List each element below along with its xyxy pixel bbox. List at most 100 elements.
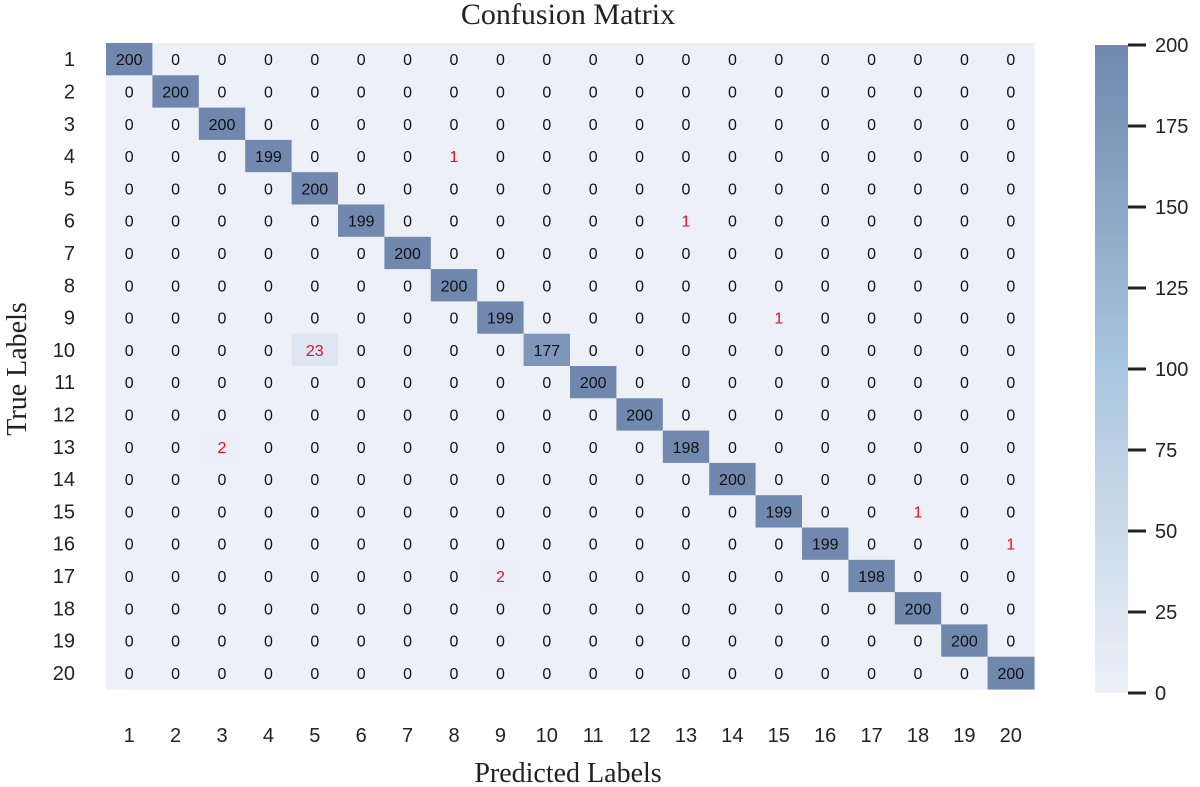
cell-value-label: 0	[821, 666, 830, 683]
cell-value-label: 0	[589, 246, 598, 263]
heatmap-cell	[616, 204, 664, 238]
heatmap-cell	[106, 592, 153, 625]
cell-value-label: 200	[626, 407, 653, 424]
cell-value-label: 198	[673, 440, 700, 457]
heatmap-cell	[477, 527, 525, 561]
heatmap-cell	[570, 107, 617, 141]
cell-value-label: 0	[450, 52, 459, 69]
cell-value-label: 200	[951, 634, 978, 651]
heatmap-cell	[570, 592, 617, 625]
heatmap-cell	[709, 592, 757, 625]
cell-value-label: 0	[403, 84, 412, 101]
heatmap-cell	[987, 366, 1035, 399]
cell-value-label: 200	[905, 601, 932, 618]
heatmap-cell	[477, 301, 525, 335]
cell-value-label: 0	[310, 375, 319, 392]
cell-value-label: 0	[218, 278, 227, 295]
heatmap-cell	[941, 204, 989, 238]
heatmap-cell	[106, 75, 153, 109]
cell-value-label: 0	[728, 407, 737, 424]
heatmap-cell	[291, 398, 339, 432]
heatmap-cell	[570, 462, 617, 496]
heatmap-cell	[152, 75, 200, 109]
heatmap-cell	[477, 656, 525, 690]
heatmap-cell	[198, 592, 246, 625]
heatmap-cell	[848, 495, 896, 529]
cell-value-label: 0	[264, 407, 273, 424]
heatmap-cell	[987, 139, 1035, 173]
cell-value-label: 0	[914, 84, 923, 101]
cell-value-label: 0	[960, 52, 969, 69]
cell-value-label: 0	[867, 472, 876, 489]
cell-value-label: 0	[218, 246, 227, 263]
heatmap-cell	[430, 172, 478, 206]
heatmap-cell	[709, 269, 757, 302]
cell-value-label: 0	[357, 311, 366, 328]
heatmap-cell	[338, 139, 385, 173]
heatmap-cell	[755, 527, 803, 561]
cell-value-label: 0	[774, 343, 783, 360]
heatmap-cell	[894, 172, 942, 206]
heatmap-cell	[384, 462, 432, 496]
cell-value-label: 0	[914, 117, 923, 134]
heatmap-cell	[430, 107, 478, 141]
cell-value-label: 0	[542, 149, 551, 166]
cell-value-label: 0	[218, 214, 227, 231]
heatmap-cell	[987, 75, 1035, 109]
cell-value-label: 0	[960, 117, 969, 134]
cell-value-label: 0	[264, 375, 273, 392]
cell-value-label: 0	[867, 149, 876, 166]
heatmap-cell	[755, 139, 803, 173]
heatmap-cell	[802, 656, 849, 690]
heatmap-cell	[662, 75, 710, 109]
heatmap-cell	[987, 527, 1035, 561]
y-tick-label: 16	[53, 534, 75, 556]
cell-value-label: 0	[821, 504, 830, 521]
heatmap-cell	[430, 43, 478, 76]
cell-value-label: 0	[496, 472, 505, 489]
heatmap-cell	[802, 107, 849, 141]
heatmap-cell	[198, 366, 246, 399]
heatmap-cell	[384, 236, 432, 270]
cell-value-label: 0	[542, 666, 551, 683]
heatmap-cell	[338, 430, 385, 464]
heatmap-cell	[245, 656, 293, 690]
heatmap-cell	[709, 333, 757, 367]
cell-value-label: 0	[310, 407, 319, 424]
cell-value-label: 0	[635, 569, 644, 586]
heatmap-cell	[709, 204, 757, 238]
cell-value-label: 0	[310, 569, 319, 586]
heatmap-cell	[848, 462, 896, 496]
cell-value-label: 0	[960, 601, 969, 618]
heatmap-cell	[106, 236, 153, 270]
cell-value-label: 0	[1006, 634, 1015, 651]
cell-value-label: 0	[496, 601, 505, 618]
heatmap-cell	[384, 139, 432, 173]
heatmap-cell	[106, 656, 153, 690]
cell-value-label: 0	[960, 311, 969, 328]
chart-title: Confusion Matrix	[461, 0, 675, 31]
heatmap-cell	[245, 75, 293, 109]
cell-value-label: 0	[403, 117, 412, 134]
heatmap-cell	[198, 269, 246, 302]
heatmap-cell	[338, 75, 385, 109]
colorbar-tick-label: 175	[1155, 116, 1188, 138]
heatmap-cell	[570, 236, 617, 270]
heatmap-cell	[616, 172, 664, 206]
heatmap-cell	[245, 398, 293, 432]
heatmap-cell	[106, 172, 153, 206]
heatmap-cell	[477, 172, 525, 206]
cell-value-label: 0	[310, 214, 319, 231]
cell-value-label: 0	[960, 666, 969, 683]
heatmap-cell	[941, 624, 989, 658]
heatmap-cell	[987, 430, 1035, 464]
cell-value-label: 0	[682, 504, 691, 521]
cell-value-label: 0	[821, 343, 830, 360]
heatmap-cell	[384, 495, 432, 529]
x-tick-label: 4	[263, 725, 274, 747]
cell-value-label: 0	[264, 504, 273, 521]
heatmap-cell	[291, 204, 339, 238]
heatmap-cell	[430, 366, 478, 399]
heatmap-cell	[152, 333, 200, 367]
